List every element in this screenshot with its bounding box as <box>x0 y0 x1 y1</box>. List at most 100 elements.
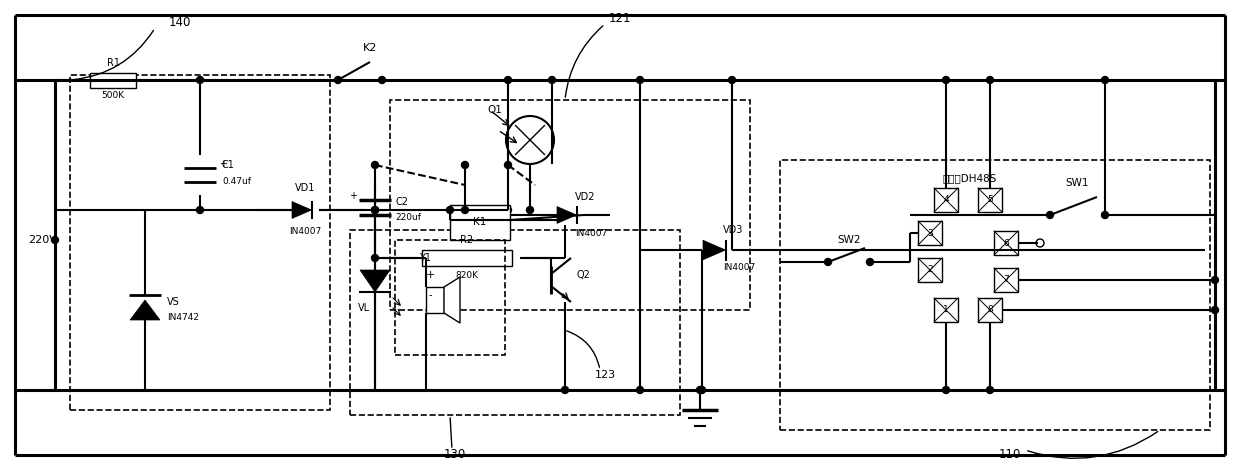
Text: 5: 5 <box>987 195 993 204</box>
Text: SW1: SW1 <box>1065 178 1089 188</box>
Circle shape <box>505 207 511 213</box>
Bar <box>994 268 1018 292</box>
Polygon shape <box>130 300 160 320</box>
Bar <box>396 240 505 355</box>
Polygon shape <box>444 277 460 323</box>
Text: 220V: 220V <box>29 235 57 245</box>
Bar <box>934 188 959 212</box>
Bar <box>391 100 750 310</box>
Circle shape <box>461 207 469 213</box>
Circle shape <box>867 259 873 265</box>
Bar <box>780 160 1210 430</box>
Polygon shape <box>291 202 311 219</box>
Text: IN4007: IN4007 <box>289 228 321 236</box>
Text: 130: 130 <box>444 448 466 462</box>
Circle shape <box>372 161 378 169</box>
Circle shape <box>987 387 993 394</box>
Text: 6: 6 <box>1003 238 1009 247</box>
Text: K1: K1 <box>474 217 486 227</box>
Text: VD3: VD3 <box>723 225 743 235</box>
Circle shape <box>446 207 454 213</box>
Text: 2: 2 <box>928 265 932 275</box>
Text: 8: 8 <box>987 305 993 314</box>
Text: VD2: VD2 <box>575 192 595 202</box>
Text: R1: R1 <box>107 58 119 68</box>
Circle shape <box>1211 277 1219 284</box>
Text: K2: K2 <box>363 43 377 53</box>
Text: +: + <box>348 191 357 201</box>
Circle shape <box>562 387 568 394</box>
Text: -: - <box>428 290 432 300</box>
Circle shape <box>1101 211 1109 219</box>
Bar <box>69 75 330 410</box>
Bar <box>978 188 1002 212</box>
Text: 110: 110 <box>998 448 1022 462</box>
Circle shape <box>527 207 533 213</box>
Circle shape <box>196 207 203 213</box>
Text: 0.47uf: 0.47uf <box>222 177 250 186</box>
Text: 123: 123 <box>594 370 615 380</box>
Text: +: + <box>425 270 435 280</box>
Circle shape <box>52 236 58 244</box>
Text: Y1: Y1 <box>419 253 432 263</box>
Text: IN4007: IN4007 <box>575 228 608 237</box>
Circle shape <box>636 76 644 84</box>
Text: 4: 4 <box>944 195 949 204</box>
Text: 1: 1 <box>944 305 949 314</box>
Text: 500K: 500K <box>102 91 124 100</box>
Bar <box>978 298 1002 322</box>
Circle shape <box>372 207 378 213</box>
Text: IN4742: IN4742 <box>167 313 198 322</box>
Text: VD1: VD1 <box>295 183 315 193</box>
Text: 121: 121 <box>609 11 631 25</box>
Polygon shape <box>703 240 725 260</box>
Circle shape <box>697 387 703 394</box>
Bar <box>422 250 512 266</box>
Text: 7: 7 <box>1003 276 1009 285</box>
Circle shape <box>1047 211 1054 219</box>
Circle shape <box>505 161 511 169</box>
Bar <box>994 231 1018 255</box>
Text: Q1: Q1 <box>487 105 502 115</box>
Text: 计时器DH48S: 计时器DH48S <box>942 173 997 183</box>
Circle shape <box>1211 306 1219 313</box>
Text: 140: 140 <box>169 16 191 28</box>
Bar <box>350 230 680 415</box>
Text: IN4007: IN4007 <box>723 263 755 272</box>
Circle shape <box>987 76 993 84</box>
Polygon shape <box>360 270 391 292</box>
Circle shape <box>505 76 511 84</box>
Circle shape <box>461 161 469 169</box>
Circle shape <box>335 76 341 84</box>
Bar <box>918 221 942 245</box>
Circle shape <box>942 76 950 84</box>
Circle shape <box>636 387 644 394</box>
Circle shape <box>1101 76 1109 84</box>
Circle shape <box>378 76 386 84</box>
Text: 220uf: 220uf <box>396 213 422 222</box>
Text: +: + <box>219 159 227 169</box>
Circle shape <box>942 387 950 394</box>
Bar <box>918 258 942 282</box>
Text: R2: R2 <box>460 235 474 245</box>
Circle shape <box>825 259 832 265</box>
Polygon shape <box>557 207 577 223</box>
Circle shape <box>372 254 378 261</box>
Circle shape <box>698 387 706 394</box>
Text: SW2: SW2 <box>837 235 861 245</box>
Bar <box>450 205 510 240</box>
Circle shape <box>729 76 735 84</box>
Text: VS: VS <box>167 297 180 307</box>
Text: C2: C2 <box>396 197 408 207</box>
Bar <box>934 298 959 322</box>
Text: Q2: Q2 <box>577 270 590 280</box>
Text: 820K: 820K <box>455 271 479 280</box>
Text: 3: 3 <box>928 228 932 237</box>
Circle shape <box>548 76 556 84</box>
Circle shape <box>372 207 378 213</box>
Circle shape <box>196 76 203 84</box>
Text: VL: VL <box>358 303 370 313</box>
Bar <box>91 73 136 87</box>
Text: C1: C1 <box>222 160 234 170</box>
Bar <box>427 287 444 313</box>
